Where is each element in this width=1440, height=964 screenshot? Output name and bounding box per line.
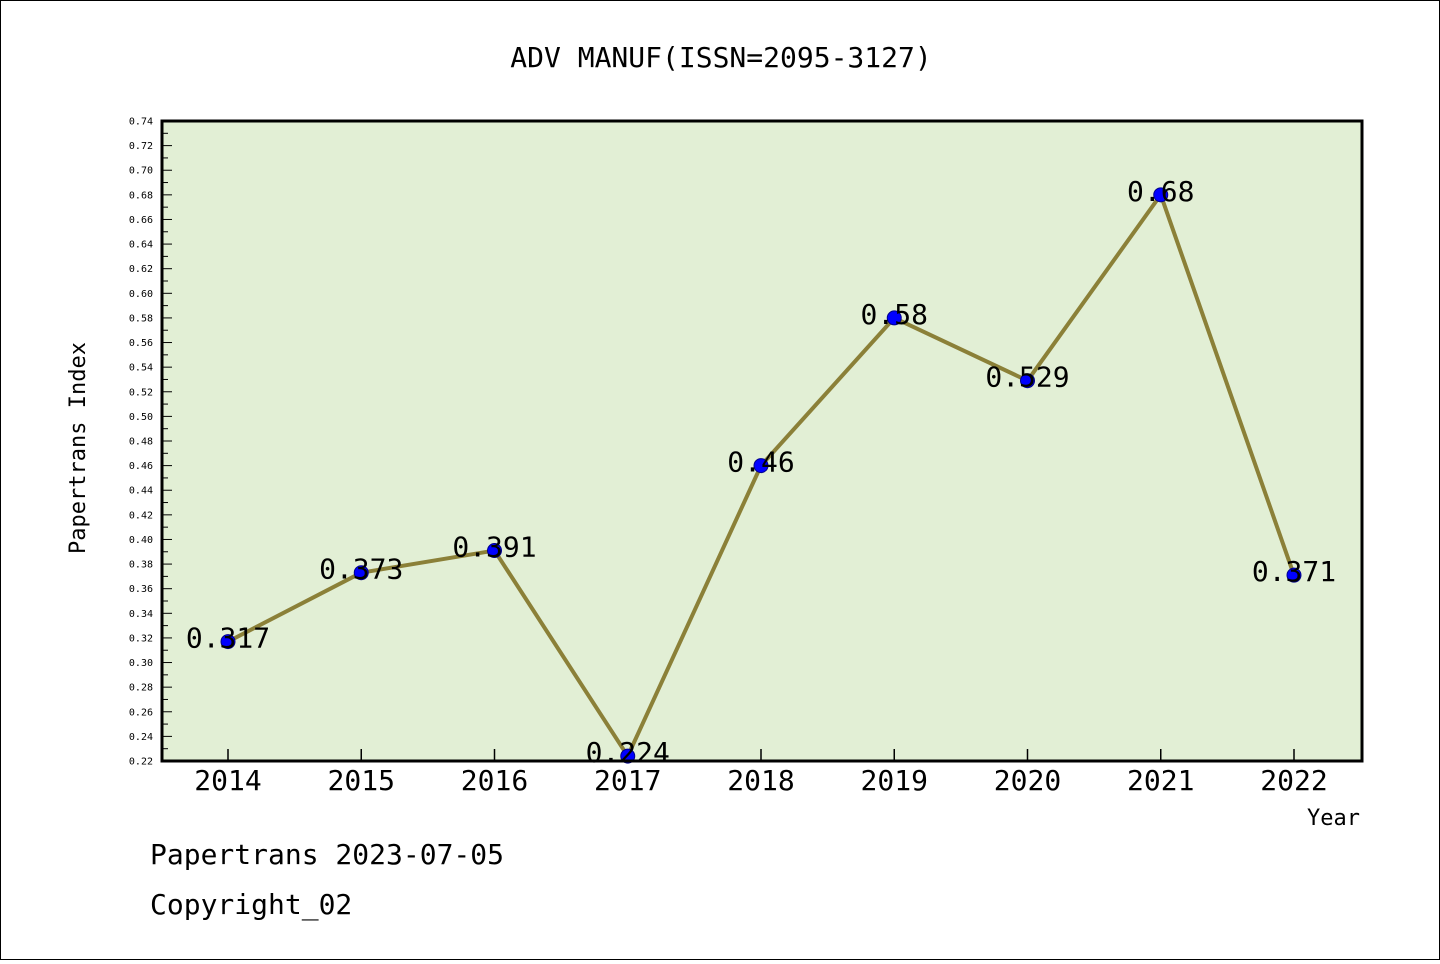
- y-tick-label: 0.48: [129, 437, 153, 448]
- data-point: [220, 634, 236, 650]
- chart-title: ADV MANUF(ISSN=2095-3127): [510, 41, 931, 74]
- data-label: 0.317: [186, 622, 270, 655]
- y-tick-label: 0.54: [129, 363, 153, 374]
- y-axis-ticks: 0.22 0.24 0.26 0.28 0.30 0.32 0.34 0.36 0.38 0.40…: [129, 117, 172, 768]
- y-tick-label: 0.64: [129, 240, 153, 251]
- y-tick-label: 0.72: [129, 141, 153, 152]
- data-point: [753, 458, 769, 474]
- y-tick-label: 0.34: [129, 609, 153, 620]
- x-tick-label: 2020: [994, 764, 1061, 797]
- y-tick-label: 0.46: [129, 461, 153, 472]
- y-tick-label: 0.60: [129, 289, 153, 300]
- x-tick-label: 2017: [594, 764, 661, 797]
- data-point: [353, 565, 369, 581]
- y-tick-label: 0.30: [129, 658, 153, 669]
- y-tick-label: 0.40: [129, 535, 153, 546]
- y-tick-label: 0.24: [129, 732, 153, 743]
- x-tick-label: 2015: [328, 764, 395, 797]
- y-tick-label: 0.52: [129, 387, 153, 398]
- data-label: 0.529: [985, 361, 1069, 394]
- footer-date-stamp: Papertrans 2023-07-05: [150, 838, 504, 871]
- y-tick-label: 0.44: [129, 486, 153, 497]
- data-label: 0.371: [1252, 555, 1336, 588]
- data-labels: 0.317 0.373 0.391 0.224 0.46 0.58 0.529 0.68 0.3…: [186, 175, 1336, 769]
- y-tick-label: 0.50: [129, 412, 153, 423]
- plot-area: [162, 121, 1362, 761]
- y-tick-label: 0.68: [129, 190, 153, 201]
- x-tick-label: 2014: [194, 764, 261, 797]
- y-tick-label: 0.62: [129, 264, 153, 275]
- y-tick-label: 0.74: [129, 117, 153, 128]
- x-tick-label: 2016: [461, 764, 528, 797]
- data-point: [1153, 187, 1169, 203]
- data-label: 0.68: [1127, 175, 1194, 208]
- x-tick-label: 2022: [1260, 764, 1327, 797]
- x-axis-ticks: 2014 2015 2016 2017 2018 2019 2020 2021 2022: [194, 749, 1328, 797]
- data-point: [487, 543, 502, 559]
- data-label: 0.391: [452, 531, 536, 564]
- y-tick-label: 0.36: [129, 584, 153, 595]
- y-tick-label: 0.42: [129, 510, 153, 521]
- data-label: 0.58: [861, 298, 928, 331]
- y-tick-label: 0.66: [129, 215, 153, 226]
- y-tick-label: 0.38: [129, 560, 153, 571]
- y-tick-label: 0.56: [129, 338, 153, 349]
- y-tick-label: 0.70: [129, 166, 153, 177]
- y-axis-label: Papertrans Index: [66, 342, 91, 554]
- plot-frame: [160, 119, 1364, 763]
- x-axis-label: Year: [1307, 806, 1360, 831]
- y-tick-label: 0.22: [129, 757, 153, 768]
- y-tick-label: 0.26: [129, 707, 153, 718]
- x-tick-label: 2019: [861, 764, 928, 797]
- data-point: [1020, 373, 1035, 389]
- y-tick-label: 0.28: [129, 683, 153, 694]
- x-tick-label: 2021: [1127, 764, 1194, 797]
- y-tick-label: 0.32: [129, 633, 153, 644]
- y-tick-label: 0.58: [129, 313, 153, 324]
- x-tick-label: 2018: [727, 764, 794, 797]
- data-label: 0.373: [319, 553, 403, 586]
- data-label: 0.224: [586, 736, 670, 769]
- data-point: [886, 310, 902, 326]
- data-label: 0.46: [727, 446, 794, 479]
- footer-copyright: Copyright_02: [150, 888, 352, 922]
- data-point: [1286, 567, 1302, 583]
